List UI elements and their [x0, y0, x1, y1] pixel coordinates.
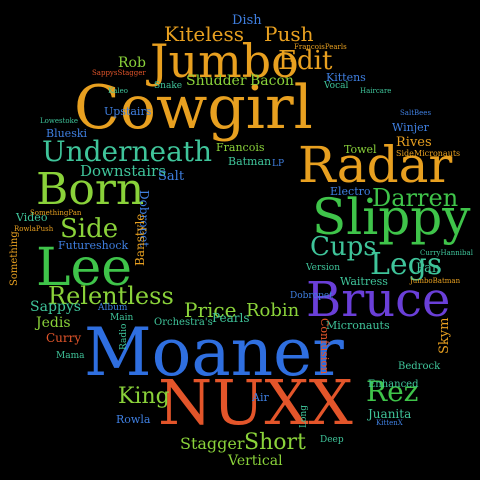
word-sappys: Sappys	[30, 299, 81, 315]
word-born: Born	[36, 164, 145, 215]
word-lowestoke: Lowestoke	[40, 117, 79, 125]
word-live: Dobropet	[290, 291, 333, 301]
word-deep: Deep	[320, 435, 344, 445]
word-vocal: Vocal	[324, 81, 349, 91]
word-towel: Towel	[344, 143, 377, 156]
word-waitress: Waitress	[340, 275, 388, 288]
word-rez: Rez	[366, 375, 419, 408]
word-lp: LP	[272, 159, 285, 169]
word-video: Video	[16, 211, 48, 224]
word-kittenx: KittenX	[376, 419, 403, 427]
word-shudder: Shudder	[186, 73, 247, 89]
word-bruce: Bruce	[306, 272, 451, 328]
word-mama: Mama	[56, 351, 85, 361]
word-lee: Lee	[36, 238, 133, 298]
word-dish: Dish	[232, 13, 262, 28]
word-underneath: Underneath	[42, 135, 213, 168]
word-cowgirl: Cowgirl	[74, 73, 313, 143]
word-pearls: Pearls	[212, 311, 250, 325]
word-enhanced: Enhanced	[368, 379, 419, 390]
word-slippy: Slippy	[312, 188, 471, 246]
word-batman: Batman	[228, 155, 272, 168]
word-kittens: Kittens	[326, 71, 366, 84]
word-futureshock: Futureshock	[58, 239, 129, 252]
word-robin: Robin	[246, 300, 300, 321]
word-micronauts: Micronauts	[326, 319, 390, 332]
word-radio: Radio	[119, 323, 129, 350]
word-side: Side	[60, 214, 119, 244]
word-juanita: Juanita	[368, 407, 412, 421]
word-kaleo: Kaleo	[108, 87, 128, 95]
word-winjer: Winjer	[392, 121, 429, 134]
word-rowla: Rowla	[116, 413, 151, 426]
word-snake: Snake	[154, 81, 183, 91]
word-cups: Cups	[310, 232, 377, 262]
word-rives: Rives	[396, 135, 432, 150]
word-blueski: Blueski	[46, 127, 88, 140]
word-long: Long	[299, 405, 309, 428]
word-downstairs: Downstairs	[80, 162, 166, 180]
word-edit: Edit	[278, 46, 333, 76]
word-francoispearls: FrancoisPearls	[294, 43, 347, 51]
word-jedis: Jedis	[36, 315, 71, 331]
word-salt: Salt	[158, 169, 185, 184]
word-electro: Electro	[330, 185, 371, 198]
word-bacon: Bacon	[250, 73, 294, 89]
word-upstairs: Upstairs	[104, 105, 152, 118]
word-curry: Curry	[46, 331, 82, 345]
word-pan: Pan	[416, 261, 441, 276]
word-sidemicronauts: SideMicronauts	[396, 149, 461, 158]
word-king: King	[118, 384, 170, 409]
word-vertical: Vertical	[228, 453, 283, 469]
word-short: Short	[244, 430, 306, 455]
word-moaner: Moaner	[84, 314, 344, 391]
word-confusion: Confusion	[318, 318, 331, 375]
word-push: Push	[264, 22, 314, 46]
word-banstyle: Banstyle	[133, 213, 147, 266]
word-sappysstagger: SappysStagger	[92, 69, 146, 77]
word-rob: Rob	[118, 55, 146, 71]
word-orchestras: Orchestra's	[154, 317, 213, 328]
word-francois: Francois	[216, 141, 265, 154]
word-darren: Darren	[372, 184, 459, 212]
word-radar: Radar	[298, 136, 453, 194]
word-price: Price	[184, 298, 237, 322]
word-curryhannibal: CurryHannibal	[420, 249, 473, 257]
word-bedrock: Bedrock	[398, 361, 441, 372]
word-something: Something	[9, 231, 20, 286]
word-relentless: Relentless	[48, 282, 174, 310]
word-jumbo: Jumbo	[150, 34, 299, 88]
word-version: Version	[306, 263, 341, 273]
word-somethingpan: SomethingPan	[30, 209, 82, 217]
word-saltbees: SaltBees	[400, 109, 432, 117]
word-stagger: Stagger	[180, 434, 245, 453]
word-rowlapush: RowlaPush	[14, 225, 54, 233]
word-air: Air	[252, 391, 269, 404]
word-skym: Skym	[437, 317, 452, 354]
word-legs: Legs	[370, 247, 443, 282]
word-jumbobatman: JumboBatman	[410, 277, 461, 285]
word-main: Main	[110, 313, 134, 323]
word-haircare: Haircare	[360, 87, 392, 95]
word-nuxx: NUXX	[158, 366, 353, 439]
word-kiteless: Kiteless	[164, 22, 244, 46]
word-album: Album	[98, 303, 128, 313]
